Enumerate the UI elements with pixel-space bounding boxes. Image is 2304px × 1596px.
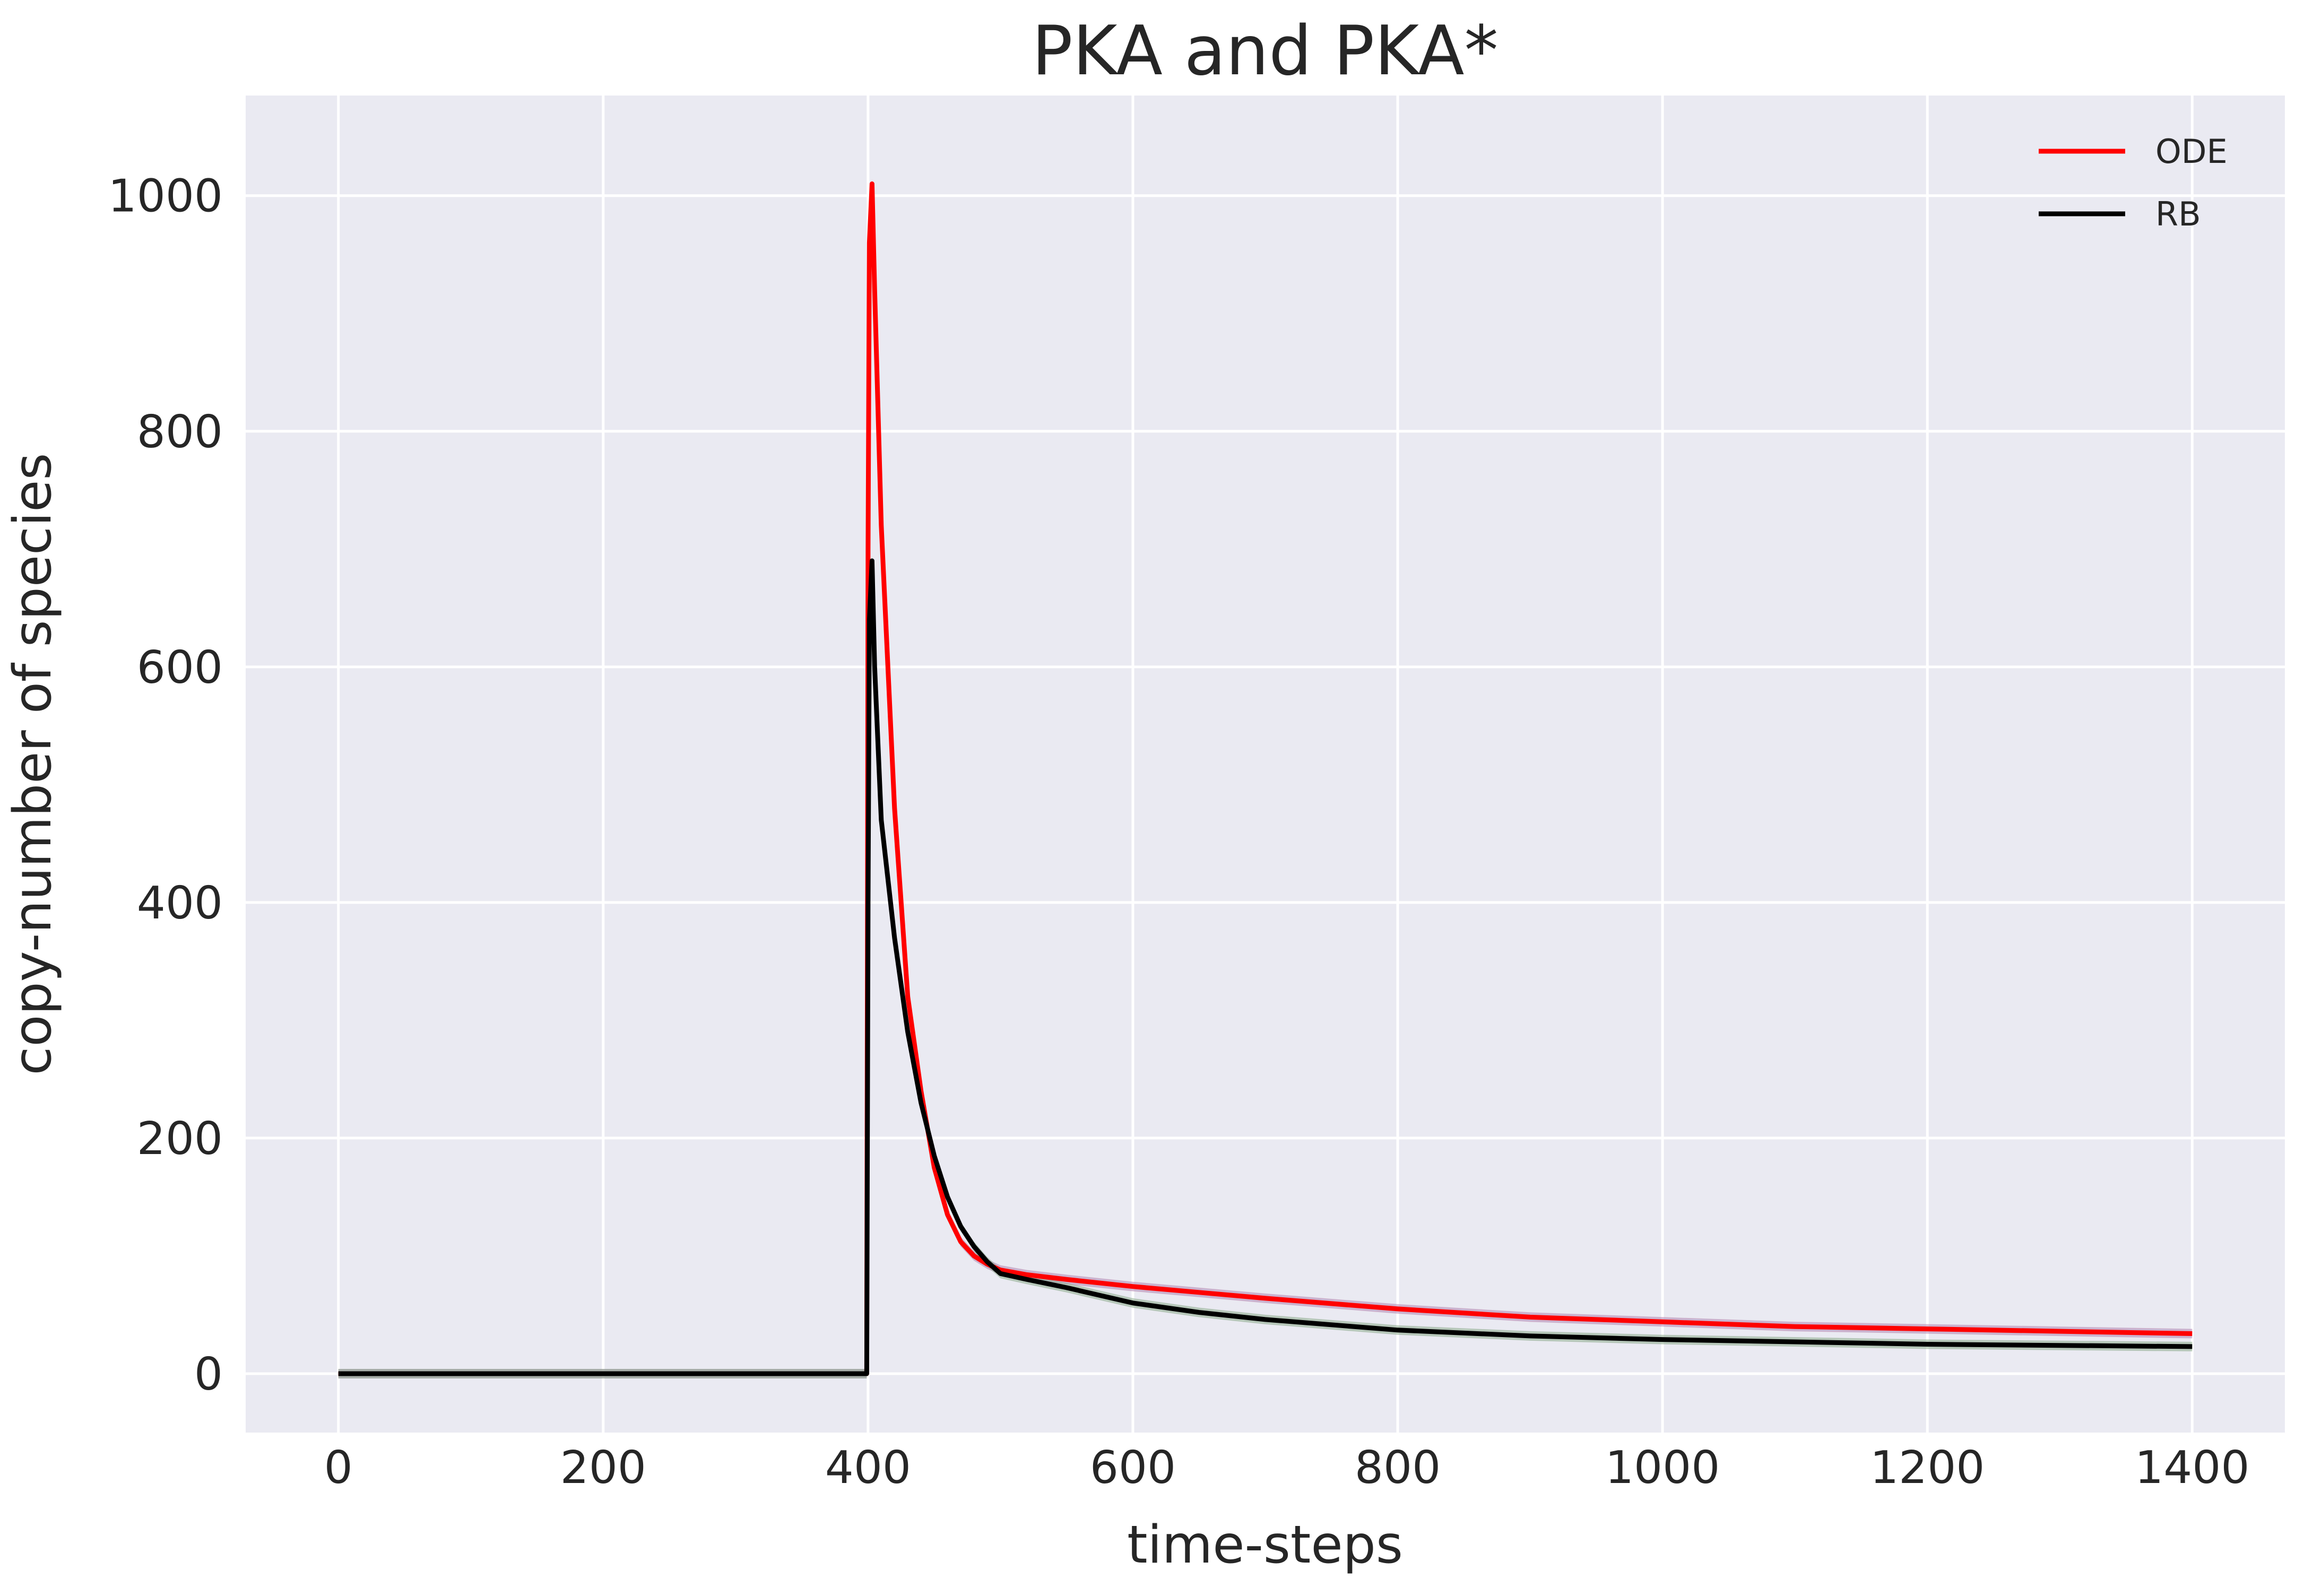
grid-lines (246, 96, 2285, 1433)
legend-label-ode: ODE (2155, 132, 2228, 171)
y-tick-label: 400 (137, 877, 223, 930)
x-tick-label: 200 (560, 1442, 646, 1494)
legend: ODE RB (2039, 132, 2228, 233)
x-tick-label: 1200 (1870, 1442, 1985, 1494)
x-tick-label: 400 (825, 1442, 911, 1494)
x-tick-label: 1000 (1605, 1442, 1720, 1494)
y-axis-label: copy-number of species (3, 453, 63, 1075)
y-tick-labels: 0 200 400 600 800 1000 (108, 170, 223, 1401)
x-tick-label: 0 (324, 1442, 353, 1494)
x-tick-labels: 0 200 400 600 800 1000 1200 1400 (324, 1442, 2250, 1494)
series-lines (338, 181, 2193, 1376)
y-tick-label: 0 (194, 1348, 223, 1401)
plot-background (246, 96, 2285, 1433)
chart-title: PKA and PKA* (1032, 12, 1498, 91)
y-tick-label: 1000 (108, 170, 223, 223)
y-tick-label: 200 (137, 1113, 223, 1165)
series-line-rb (338, 558, 2193, 1376)
legend-label-rb: RB (2155, 195, 2201, 233)
x-tick-label: 1400 (2135, 1442, 2249, 1494)
x-axis-label: time-steps (1127, 1515, 1403, 1575)
x-tick-label: 600 (1090, 1442, 1176, 1494)
y-tick-label: 600 (137, 641, 223, 694)
series-line-ode (338, 181, 2193, 1376)
x-tick-label: 800 (1355, 1442, 1441, 1494)
y-tick-label: 800 (137, 406, 223, 458)
